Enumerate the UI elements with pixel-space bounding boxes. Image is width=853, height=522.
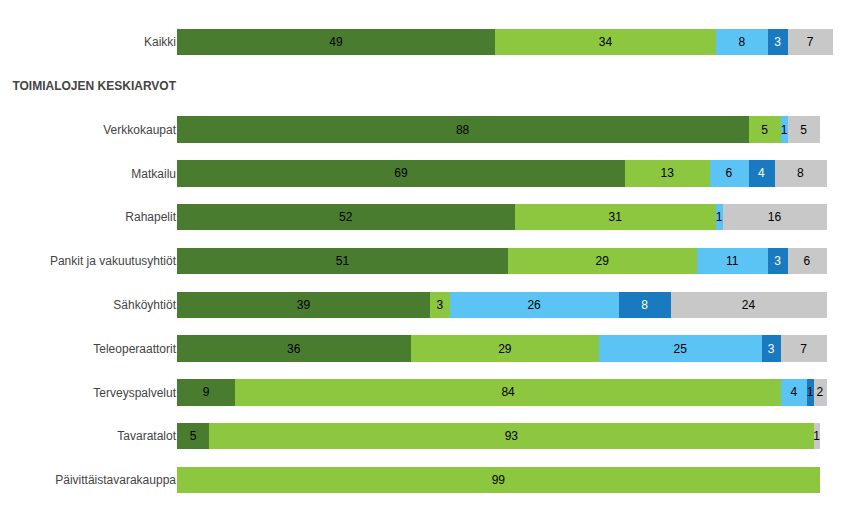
svg-text:5: 5 [761, 123, 768, 137]
svg-text:13: 13 [661, 166, 675, 180]
svg-text:Verkkokaupat: Verkkokaupat [103, 123, 176, 137]
svg-text:8: 8 [739, 35, 746, 49]
svg-text:1: 1 [807, 385, 814, 399]
svg-text:52: 52 [339, 210, 353, 224]
svg-text:1: 1 [781, 123, 788, 137]
svg-text:8: 8 [641, 298, 648, 312]
svg-text:5: 5 [800, 123, 807, 137]
svg-text:7: 7 [800, 342, 807, 356]
svg-text:Rahapelit: Rahapelit [125, 210, 176, 224]
svg-text:26: 26 [527, 298, 541, 312]
svg-text:3: 3 [774, 254, 781, 268]
svg-text:Matkailu: Matkailu [131, 167, 176, 181]
svg-text:25: 25 [674, 342, 688, 356]
svg-text:31: 31 [609, 210, 623, 224]
svg-text:3: 3 [774, 35, 781, 49]
svg-text:1: 1 [813, 429, 820, 443]
svg-text:11: 11 [726, 254, 739, 268]
svg-text:16: 16 [768, 210, 782, 224]
svg-text:39: 39 [297, 298, 311, 312]
svg-text:8: 8 [797, 166, 804, 180]
svg-text:99: 99 [492, 473, 506, 487]
svg-text:Sähköyhtiöt: Sähköyhtiöt [113, 298, 176, 312]
svg-text:84: 84 [501, 385, 515, 399]
svg-text:Pankit ja vakuutusyhtiöt: Pankit ja vakuutusyhtiöt [50, 254, 177, 268]
svg-text:93: 93 [505, 429, 519, 443]
svg-text:29: 29 [596, 254, 610, 268]
svg-text:4: 4 [791, 385, 798, 399]
svg-text:29: 29 [498, 342, 512, 356]
svg-text:Kaikki: Kaikki [144, 35, 176, 49]
svg-text:2: 2 [817, 385, 824, 399]
svg-text:3: 3 [768, 342, 775, 356]
svg-text:51: 51 [336, 254, 350, 268]
svg-text:36: 36 [287, 342, 301, 356]
svg-text:7: 7 [807, 35, 814, 49]
svg-text:Teleoperaattorit: Teleoperaattorit [93, 342, 176, 356]
svg-text:49: 49 [329, 35, 343, 49]
svg-text:6: 6 [726, 166, 733, 180]
svg-text:34: 34 [599, 35, 613, 49]
svg-text:Terveyspalvelut: Terveyspalvelut [93, 386, 176, 400]
svg-text:Päivittäistavarakauppa: Päivittäistavarakauppa [55, 473, 176, 487]
svg-text:69: 69 [394, 166, 408, 180]
svg-text:6: 6 [804, 254, 811, 268]
svg-text:24: 24 [742, 298, 756, 312]
svg-text:88: 88 [456, 123, 470, 137]
svg-text:1: 1 [716, 210, 723, 224]
svg-text:TOIMIALOJEN KESKIARVOT: TOIMIALOJEN KESKIARVOT [12, 79, 176, 93]
svg-text:3: 3 [437, 298, 444, 312]
svg-text:Tavaratalot: Tavaratalot [117, 429, 176, 443]
svg-text:4: 4 [758, 166, 765, 180]
svg-text:5: 5 [190, 429, 197, 443]
svg-text:9: 9 [203, 385, 210, 399]
